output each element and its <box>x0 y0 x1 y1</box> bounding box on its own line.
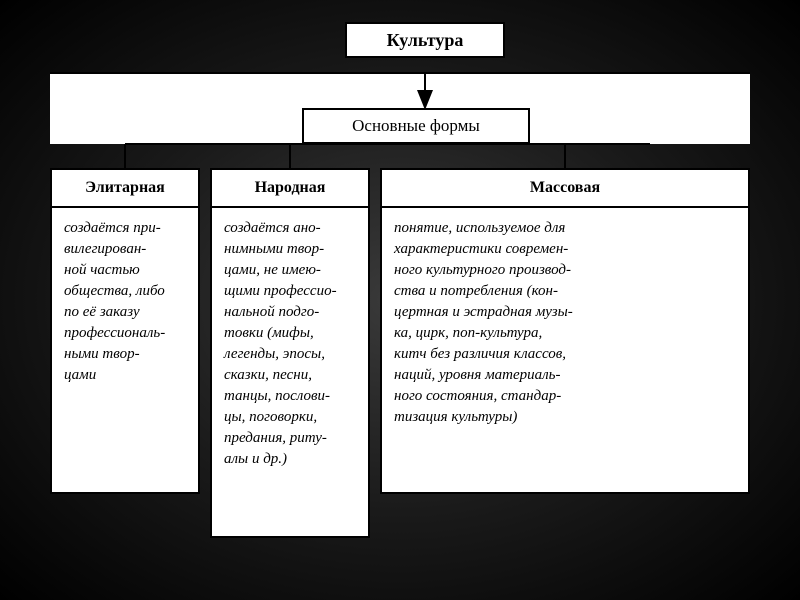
forms-box: Основные формы <box>302 108 530 144</box>
col-body-elitist: создаётся при- вилегирован- ной частью о… <box>50 208 200 494</box>
root-label: Культура <box>387 30 464 51</box>
col-head-elitist: Элитарная <box>50 168 200 208</box>
col-head-folk-label: Народная <box>255 179 326 197</box>
col-head-folk: Народная <box>210 168 370 208</box>
diagram-canvas: Культура Основные формы Элитарная создаё… <box>0 0 800 600</box>
col-body-mass: понятие, используемое для характеристики… <box>380 208 750 494</box>
top-rule <box>50 72 750 74</box>
col-head-mass: Массовая <box>380 168 750 208</box>
col-body-folk: создаётся ано- нимными твор- цами, не им… <box>210 208 370 538</box>
root-box: Культура <box>345 22 505 58</box>
col-head-mass-label: Массовая <box>530 179 600 197</box>
col-head-elitist-label: Элитарная <box>85 179 165 197</box>
forms-label: Основные формы <box>352 116 480 136</box>
